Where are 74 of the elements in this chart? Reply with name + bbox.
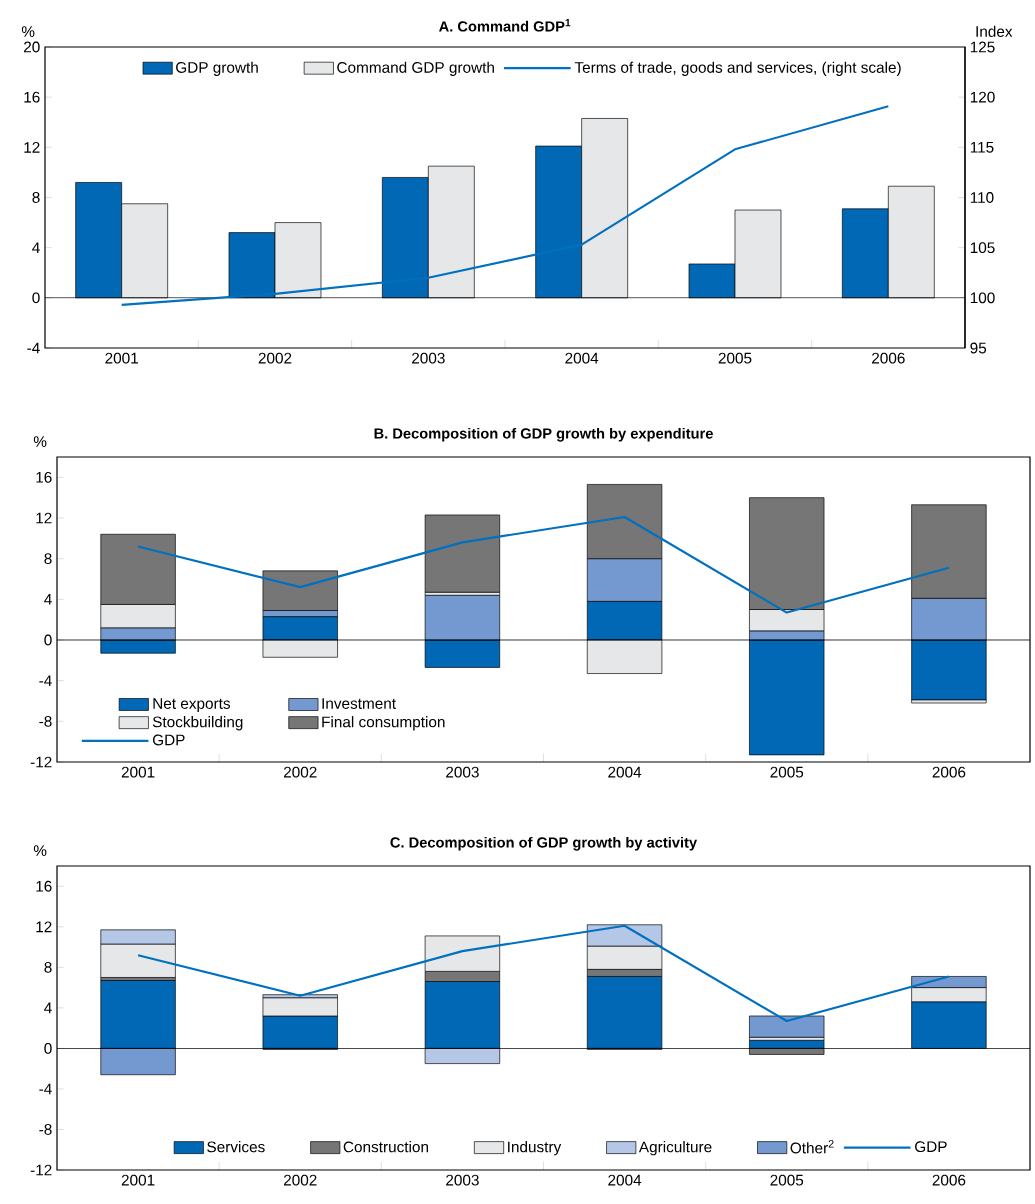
y-tick-label: 16 [36,471,52,483]
legend-label: Terms of trade, goods and services, (right scale) [574,61,901,76]
x-tick-label: 2004 [608,1174,642,1186]
x-tick-label: 2005 [718,352,752,364]
legend-label: GDP [915,1141,947,1153]
y-tick-label: -4 [39,1083,52,1095]
legend-label: Stockbuilding [152,716,243,731]
x-tick-label: 2006 [872,352,905,364]
y-tick-label: 8 [44,553,52,565]
y-tick-label: 8 [32,192,40,203]
y2-tick-label: 115 [970,141,994,153]
y2-axis-title: Index [976,25,1013,37]
y2-tick-label: 120 [970,91,995,103]
x-tick-label: 2002 [283,1174,317,1186]
x-tick-label: 2006 [932,766,966,778]
x-tick-label: 2003 [446,1174,479,1186]
y2-tick-label: 110 [970,192,994,203]
legend-label: Other$^{2}$ [790,1139,834,1154]
chart-title: A. Command GDP$^{1}$ [439,19,571,32]
legend-label: Net exports [153,698,231,712]
y-tick-label: -8 [39,715,52,727]
chart-title: C. Decomposition of GDP growth by activity [390,836,698,851]
x-tick-label: 2004 [565,352,599,364]
y-tick-label: 16 [36,880,52,892]
y-tick-label: 4 [44,1002,52,1014]
line-series [120,105,890,306]
y-tick-label: -4 [39,675,52,686]
y-tick-label: -12 [30,756,52,768]
y-tick-label: -8 [39,1124,52,1135]
y-tick-label: 20 [24,41,40,53]
y2-tick-label: 105 [970,242,995,254]
legend-label: Agriculture [638,1141,712,1156]
y-tick-label: 0 [44,1042,52,1054]
y2-tick-label: 125 [970,41,995,53]
legend-label: Final consumption [322,716,445,731]
x-tick-label: 2003 [446,766,479,778]
y-axis-title: % [33,436,47,447]
x-tick-label: 2006 [932,1174,966,1186]
y-tick-label: 0 [44,634,52,646]
x-tick-label: 2003 [412,352,445,364]
y-tick-label: 8 [44,961,52,973]
legend-label: Services [207,1141,265,1153]
y-tick-label: -4 [27,342,40,354]
legend-label: Investment [322,698,396,709]
y-tick-label: 0 [32,292,40,304]
x-tick-label: 2001 [105,352,138,364]
legend-label: Command GDP growth [337,61,494,76]
chart-title: B. Decomposition of GDP growth by expenditure [374,427,713,442]
x-tick-label: 2002 [258,352,292,364]
y-axis-title: % [21,26,35,37]
bar [424,514,501,593]
x-tick-label: 2001 [121,766,155,778]
legend-label: Industry [508,1141,562,1156]
y2-tick-label: 100 [970,292,995,304]
y-tick-label: 16 [24,91,40,103]
line-series [137,924,950,1023]
y-tick-label: -12 [30,1164,52,1176]
bar [749,1015,825,1038]
legend-label: GDP [152,734,185,746]
y-tick-label: 12 [36,921,52,933]
x-tick-label: 2001 [121,1174,155,1186]
y-tick-label: 12 [24,141,40,153]
legend-label: Construction [343,1141,428,1153]
x-tick-label: 2005 [770,1174,804,1186]
y-axis-title: % [33,845,47,856]
x-tick-label: 2002 [283,766,317,778]
y-tick-label: 4 [44,594,52,605]
y-tick-label: 12 [36,512,52,524]
y-tick-label: 4 [32,242,40,253]
y2-tick-label: 95 [970,342,987,354]
legend-label: GDP growth [176,61,258,76]
x-tick-label: 2005 [770,766,804,778]
line-series [137,515,950,614]
x-tick-label: 2004 [608,766,642,778]
